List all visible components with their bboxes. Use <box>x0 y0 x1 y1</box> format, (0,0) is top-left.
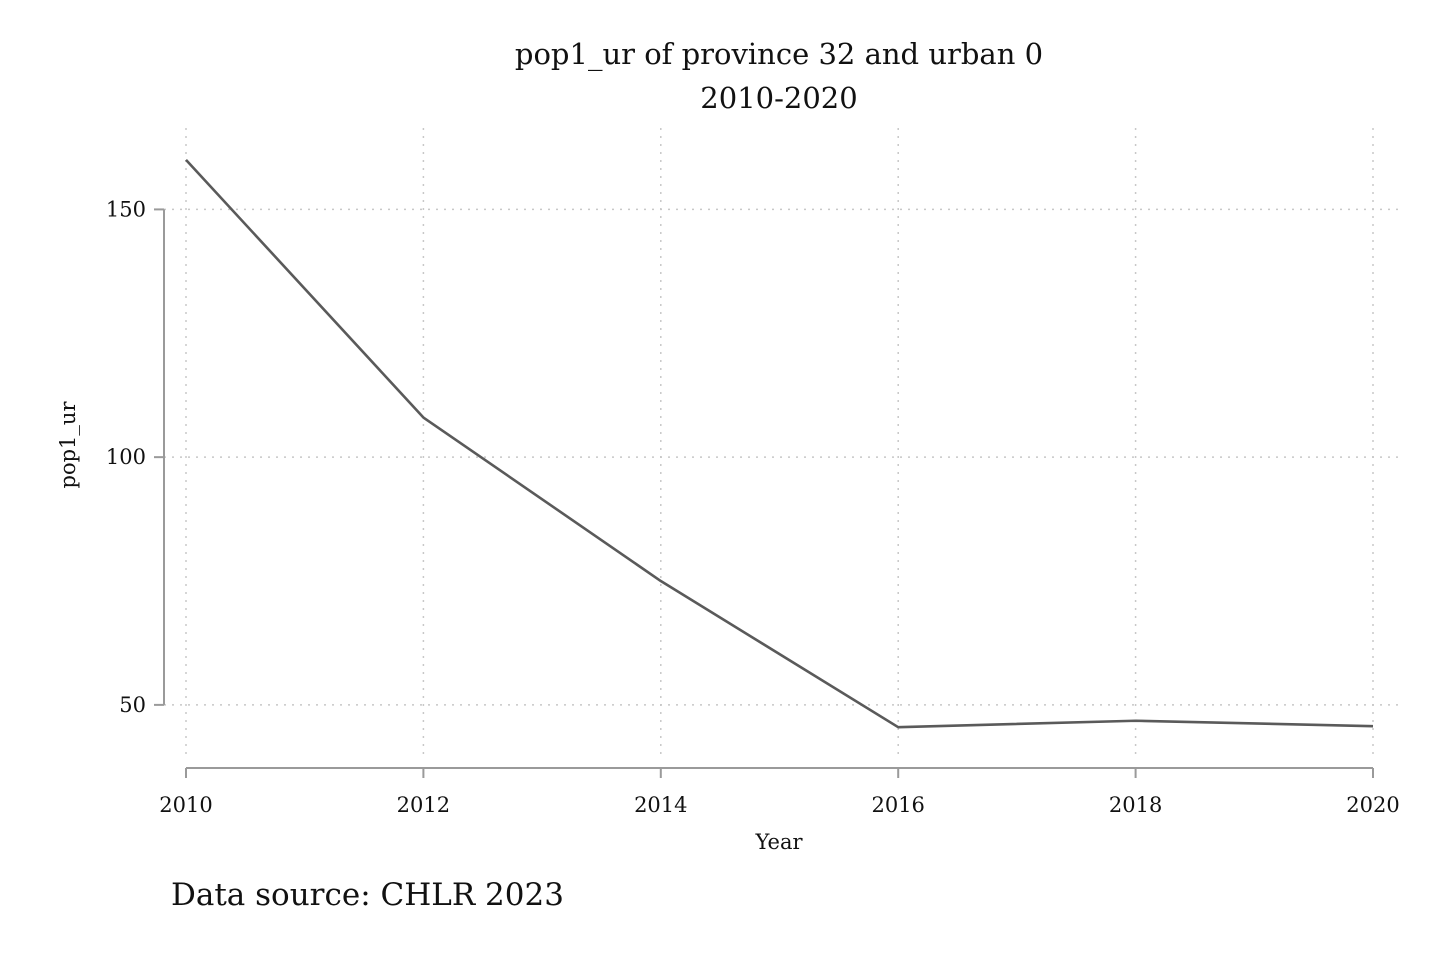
grid <box>164 128 1398 760</box>
x-tick-label: 2014 <box>634 793 687 817</box>
chart-subtitle: 2010-2020 <box>700 81 857 115</box>
x-tick-label: 2018 <box>1109 793 1162 817</box>
y-tick-label: 100 <box>106 445 146 469</box>
x-tick-label: 2020 <box>1346 793 1399 817</box>
y-tick-label: 50 <box>119 693 146 717</box>
chart-title: pop1_ur of province 32 and urban 0 <box>515 37 1043 72</box>
series <box>185 158 1374 729</box>
tick-labels: 50 100 150 2010 2012 2014 2016 2018 2020 <box>106 197 1400 817</box>
axes <box>154 208 1374 778</box>
x-axis-label: Year <box>754 830 803 854</box>
data-source-note: Data source: CHLR 2023 <box>171 877 564 913</box>
series-line <box>185 158 1374 729</box>
y-axis-label: pop1_ur <box>56 401 80 489</box>
x-tick-label: 2016 <box>871 793 924 817</box>
x-tick-label: 2010 <box>159 793 212 817</box>
y-tick-label: 150 <box>106 197 146 221</box>
x-tick-label: 2012 <box>397 793 450 817</box>
